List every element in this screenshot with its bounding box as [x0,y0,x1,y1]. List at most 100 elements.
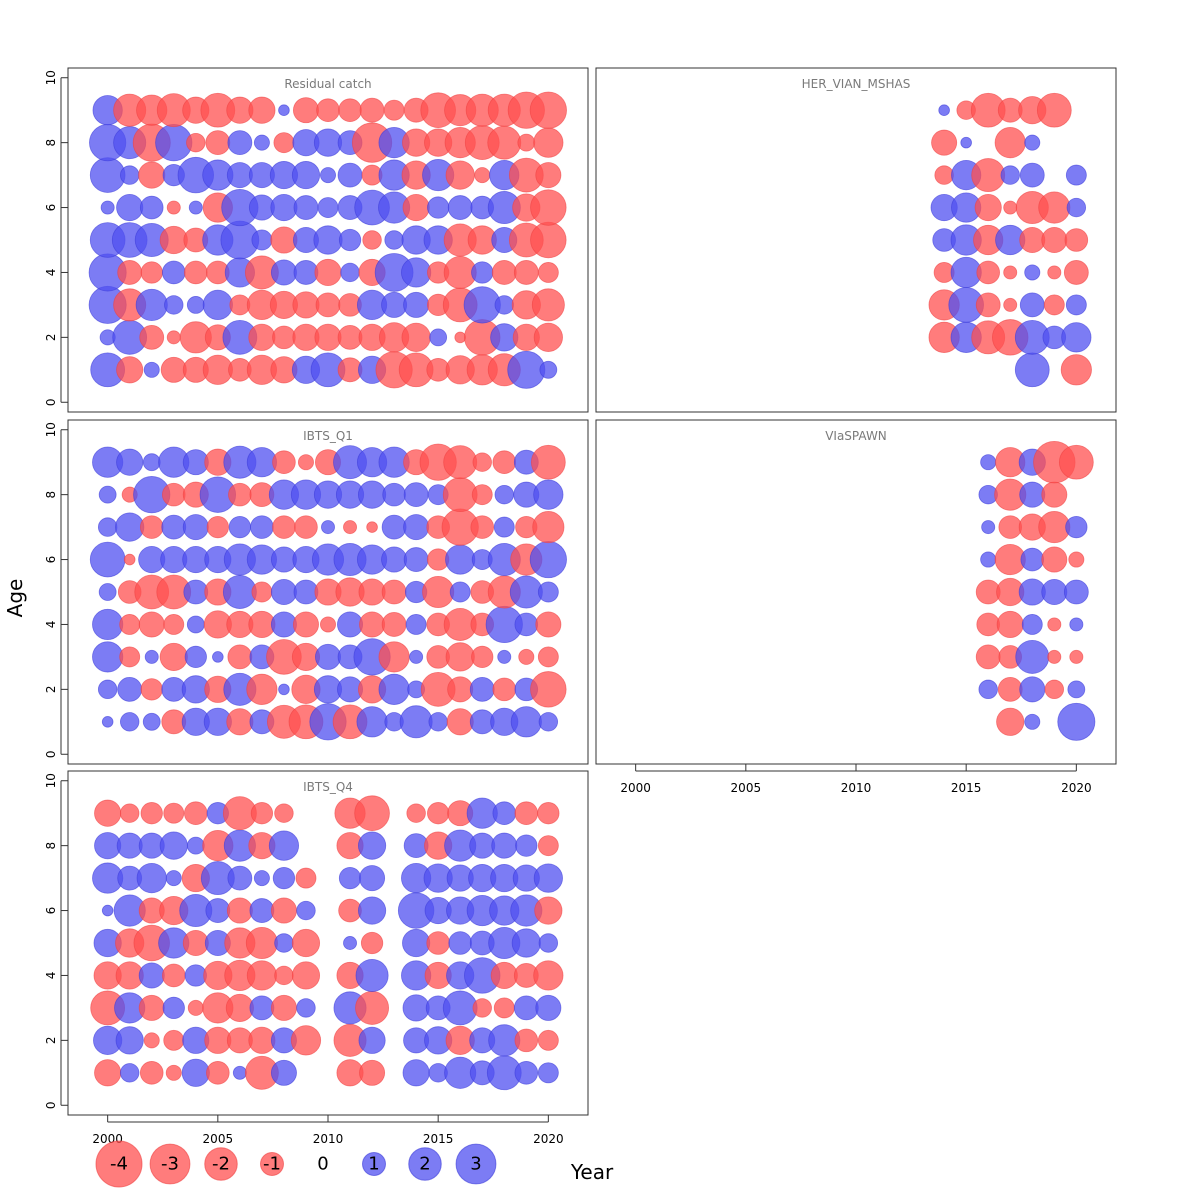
residual-bubble [315,643,341,670]
residual-bubble [274,933,294,953]
residual-bubble [529,540,567,579]
residual-bubble [222,575,257,609]
residual-bubble [138,994,165,1021]
legend-bubble [149,1143,191,1185]
residual-bubble [472,998,492,1018]
residual-bubble [471,484,493,506]
residual-bubble [181,1058,210,1087]
residual-bubble [138,161,166,189]
residual-bubble [206,515,229,539]
residual-bubble [493,997,515,1019]
residual-bubble [355,958,389,992]
residual-bubble [530,221,567,259]
residual-bubble [1000,165,1020,185]
residual-bubble [142,453,161,472]
residual-bubble [1019,481,1046,508]
residual-bubble [1065,294,1087,316]
residual-bubble [359,611,386,638]
residual-bubble [138,962,165,989]
legend-bubble [408,1147,442,1181]
residual-bubble [537,1029,559,1051]
residual-bubble [297,454,314,471]
legend-bubble [204,1147,238,1181]
residual-bubble [384,230,404,250]
residual-bubble [1065,515,1088,539]
residual-bubble [1021,614,1043,635]
residual-bubble [228,482,252,507]
residual-bubble [533,863,563,893]
panel-frame [595,67,1117,413]
residual-bubble [187,999,204,1016]
residual-bubble [294,515,318,539]
residual-bubble [511,928,541,958]
legend-label: 3 [470,1154,481,1175]
residual-bubble [291,961,321,990]
residual-bubble [357,831,387,860]
residual-bubble [1041,481,1068,508]
legend-label: -1 [263,1154,281,1175]
residual-bubble [531,288,565,322]
residual-bubble [974,193,1002,222]
residual-bubble [272,866,296,890]
residual-bubble [166,200,181,215]
residual-bubble [212,651,224,663]
residual-bubble [934,165,954,185]
residual-bubble [320,616,336,633]
residual-bubble [492,450,517,474]
residual-bubble [447,676,474,703]
residual-bubble [272,515,296,539]
residual-bubble [533,127,564,158]
y-tick-label: 6 [44,907,58,915]
residual-bubble [399,705,433,739]
residual-bubble [513,995,539,1021]
residual-bubble [270,579,297,605]
residual-bubble [445,160,475,190]
residual-bubble [270,994,297,1021]
legend-label: -3 [161,1154,179,1175]
residual-bubble [205,898,231,923]
x-tick-label: 2020 [1061,781,1092,795]
residual-bubble [538,933,559,953]
residual-bubble [119,1063,140,1083]
residual-bubble [202,289,233,321]
residual-bubble [960,136,972,149]
residual-bubble [469,676,495,702]
residual-bubble [405,614,427,635]
residual-bubble [403,514,430,541]
y-tick-label: 8 [44,139,58,147]
residual-bubble [471,261,494,284]
panel-4: IBTS_Q4 [67,770,589,1116]
legend-item: 1 [362,1152,386,1176]
residual-bubble [314,323,342,351]
residual-bubble [515,834,538,857]
residual-bubble [226,162,253,189]
residual-bubble [159,225,188,255]
residual-bubble [246,673,278,705]
legend-label: 2 [419,1154,430,1175]
y-tick-label: 6 [44,556,58,564]
x-axis-label: Year [570,1160,614,1184]
residual-bubble [337,611,364,638]
residual-bubble [359,97,385,123]
y-tick-label: 10 [44,773,58,788]
residual-bubble [1064,228,1089,252]
residual-bubble [1003,200,1018,215]
residual-bubble [1043,294,1065,316]
panel-3: VIaSPAWN [595,419,1117,765]
legend-bubble [95,1140,143,1188]
y-tick-label: 8 [44,842,58,850]
residual-bubble [383,99,405,121]
residual-bubble [401,257,432,288]
residual-bubble [182,514,209,541]
legend-item: -4 [95,1140,143,1188]
residual-bubble [517,133,536,152]
residual-bubble [469,832,496,859]
residual-bubble [94,1059,122,1087]
residual-bubble [253,134,270,151]
residual-bubble [537,581,559,603]
residual-bubble [270,897,297,924]
residual-bubble [1024,713,1041,730]
residual-bubble [338,866,362,890]
residual-bubble [164,295,184,315]
residual-bubble [273,132,295,154]
